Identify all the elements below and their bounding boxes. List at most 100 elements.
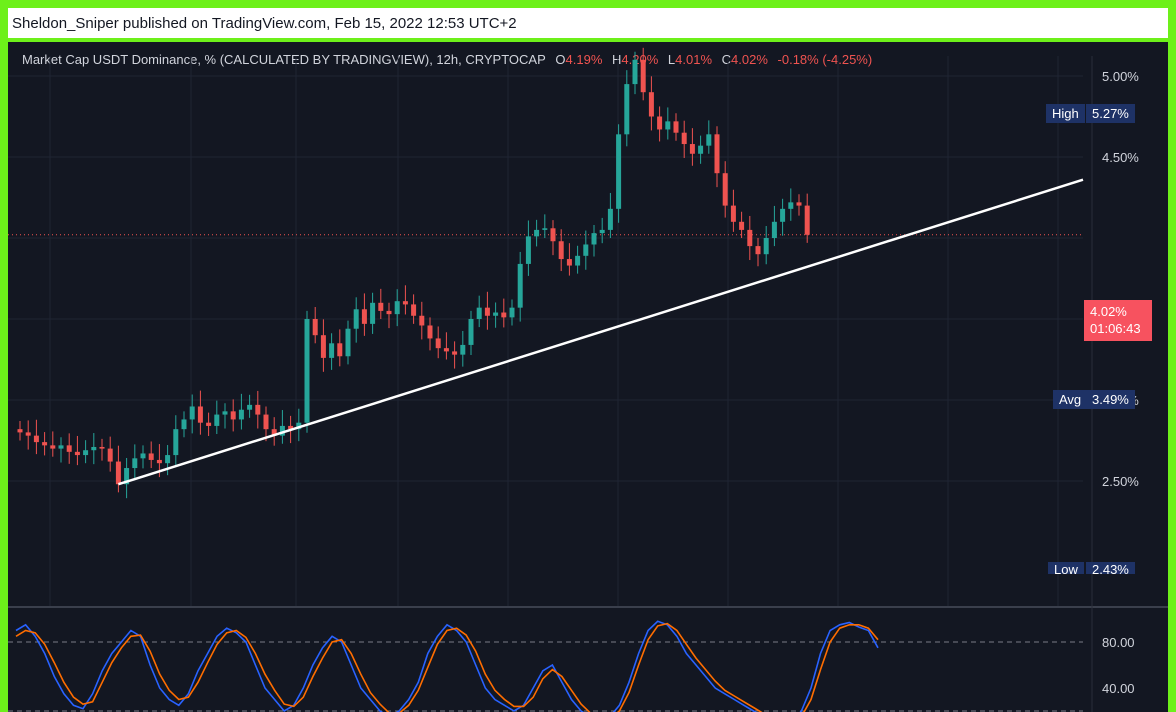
- candle: [714, 134, 720, 174]
- candle: [263, 414, 269, 430]
- candle: [99, 446, 105, 449]
- candle: [402, 301, 408, 305]
- candle: [337, 343, 343, 357]
- candle: [230, 411, 236, 420]
- change-value: -0.18% (-4.25%): [777, 52, 873, 67]
- candle: [722, 173, 728, 206]
- candle: [665, 121, 671, 130]
- high-badge-label: High: [1046, 104, 1085, 123]
- stoch-d-line: [15, 622, 879, 712]
- candle: [476, 307, 482, 319]
- candle: [279, 425, 285, 436]
- candle: [796, 202, 802, 206]
- candle: [165, 455, 171, 464]
- candle: [599, 229, 605, 234]
- candle: [361, 309, 367, 324]
- price-tick-label: 4.50%: [1102, 150, 1139, 165]
- low-label: L: [667, 52, 676, 67]
- candle: [640, 59, 646, 93]
- candle: [156, 459, 162, 464]
- candle: [739, 221, 745, 230]
- candle: [427, 325, 433, 339]
- candle: [681, 132, 687, 145]
- candle: [657, 116, 663, 130]
- candle: [394, 301, 400, 315]
- candle: [706, 134, 712, 146]
- candle: [755, 246, 761, 255]
- last-price-badge: 4.02% 01:06:43: [1084, 300, 1152, 341]
- candle: [271, 429, 277, 436]
- candle: [550, 228, 556, 242]
- symbol-legend: Market Cap USDT Dominance, % (CALCULATED…: [22, 52, 872, 67]
- candle: [386, 310, 392, 315]
- candle: [763, 238, 769, 255]
- candle: [247, 404, 253, 410]
- candle: [583, 244, 589, 256]
- candle: [468, 319, 474, 345]
- candle: [17, 429, 23, 433]
- price-tick-label: 5.00%: [1102, 69, 1139, 84]
- candle: [648, 92, 654, 117]
- candle: [189, 406, 195, 420]
- candle: [558, 241, 564, 260]
- bar-countdown: 01:06:43: [1090, 321, 1141, 336]
- candle: [525, 236, 531, 264]
- candle: [288, 425, 294, 430]
- trendline: [118, 178, 1084, 486]
- avg-badge-label: Avg: [1053, 390, 1088, 409]
- candle: [624, 84, 630, 135]
- candle: [575, 255, 581, 266]
- candle: [296, 422, 302, 430]
- candle: [58, 445, 64, 449]
- candle: [419, 315, 425, 326]
- high-value: 4.20%: [621, 52, 659, 67]
- candle: [730, 205, 736, 222]
- publisher-line: Sheldon_Sniper published on TradingView.…: [12, 15, 517, 32]
- candle: [206, 422, 212, 426]
- candle: [632, 59, 638, 85]
- candle: [214, 414, 220, 426]
- candle: [698, 145, 704, 154]
- candle: [197, 406, 203, 423]
- candle: [238, 409, 244, 420]
- candle: [493, 312, 499, 316]
- candle: [173, 429, 179, 456]
- candle: [780, 208, 786, 222]
- candle: [320, 335, 326, 358]
- low-badge-value: 2.43%: [1086, 562, 1135, 574]
- candle: [50, 445, 56, 449]
- candle: [345, 328, 351, 357]
- close-value: 4.02%: [731, 52, 768, 67]
- candle: [452, 351, 458, 355]
- low-badge-label: Low: [1048, 562, 1084, 574]
- candle: [591, 233, 597, 245]
- candle: [673, 121, 679, 133]
- candle: [83, 450, 89, 456]
- candle: [484, 307, 490, 316]
- candle: [222, 411, 228, 415]
- candle: [124, 468, 130, 485]
- candle: [181, 419, 187, 430]
- candle: [443, 348, 449, 352]
- close-label: C: [721, 52, 732, 67]
- last-price-value: 4.02%: [1090, 304, 1127, 319]
- candle: [509, 307, 515, 318]
- price-tick-label: 2.50%: [1102, 474, 1139, 489]
- candle: [140, 453, 146, 459]
- symbol-title: Market Cap USDT Dominance, % (CALCULATED…: [22, 52, 546, 67]
- candle: [33, 435, 39, 443]
- candle: [435, 338, 441, 349]
- candle: [312, 319, 318, 336]
- candle: [25, 432, 31, 436]
- candle: [329, 343, 335, 358]
- candle: [132, 458, 138, 469]
- avg-badge-value: 3.49%: [1086, 390, 1135, 409]
- candle: [255, 404, 261, 415]
- candle: [74, 451, 80, 456]
- open-label: O: [555, 52, 566, 67]
- candle: [689, 144, 695, 154]
- candle: [616, 134, 622, 209]
- candle: [353, 309, 359, 329]
